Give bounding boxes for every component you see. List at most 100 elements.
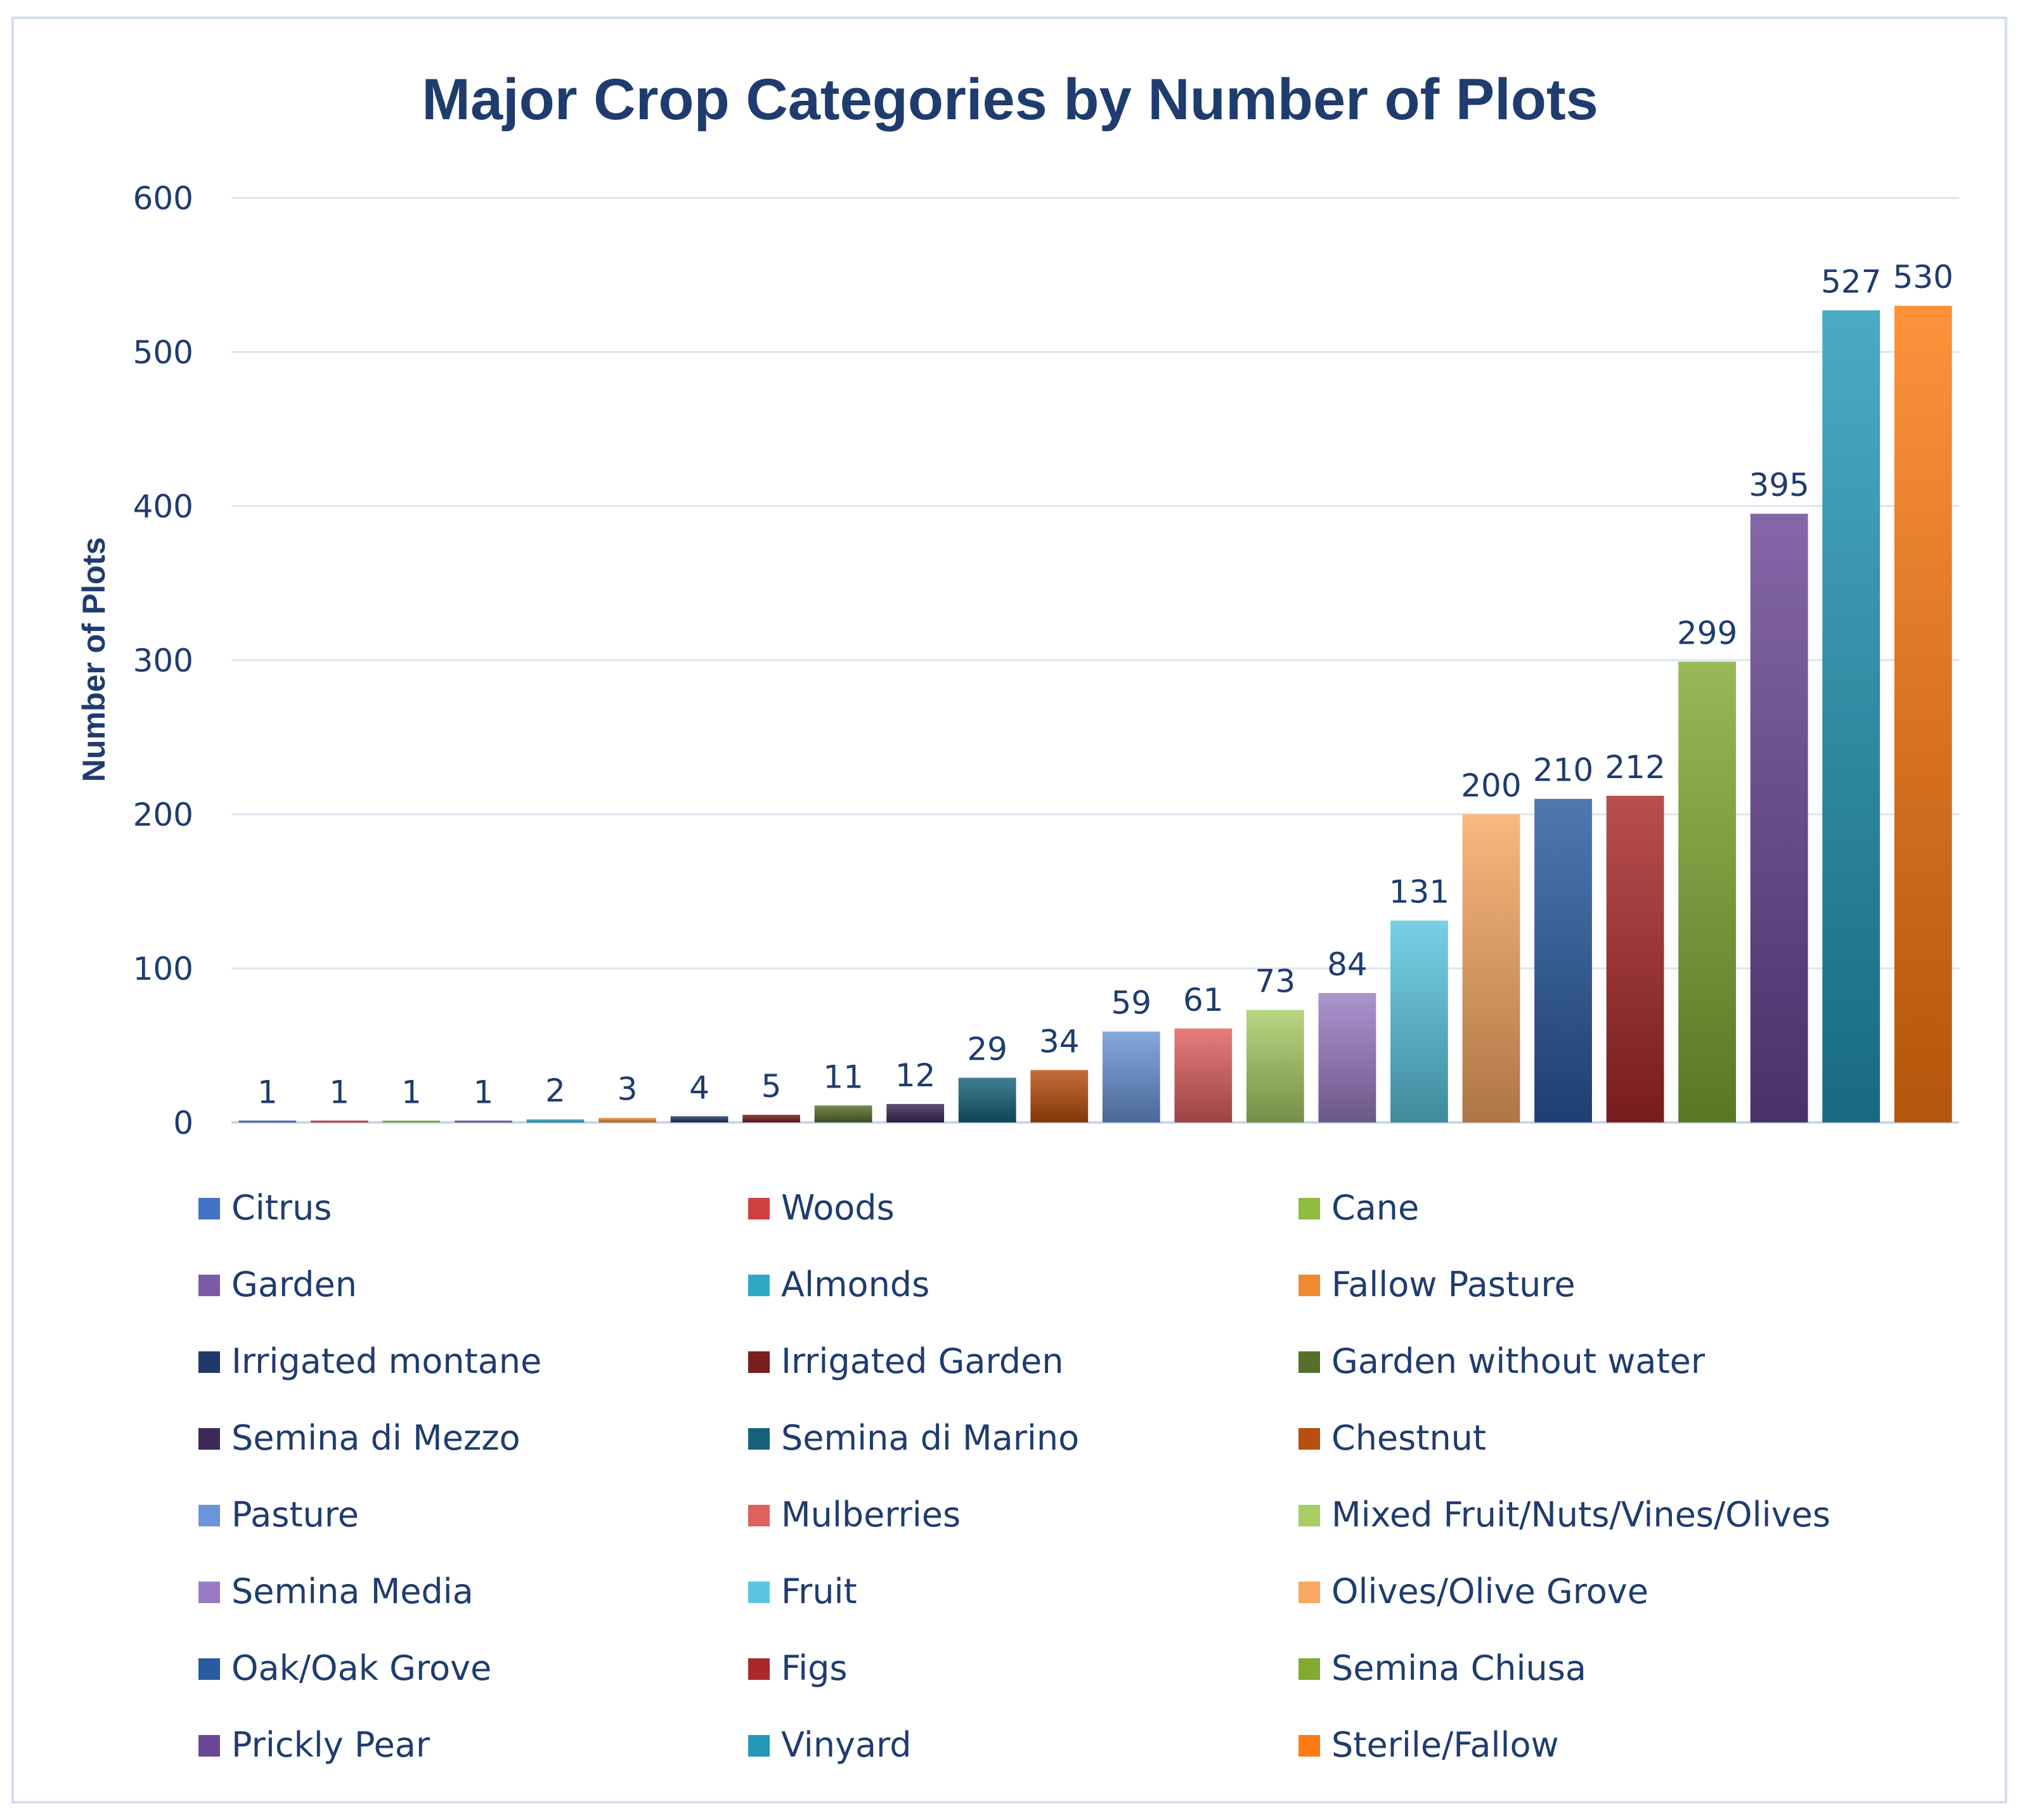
legend-swatch	[1298, 1351, 1320, 1373]
legend-swatch	[1298, 1582, 1320, 1603]
y-tick-label: 500	[133, 334, 193, 371]
legend-label: Vinyard	[781, 1725, 912, 1765]
y-tick-label: 600	[133, 180, 193, 217]
bar	[886, 1103, 945, 1122]
legend-label: Olives/Olive Grove	[1331, 1571, 1648, 1611]
legend-swatch	[198, 1582, 220, 1603]
data-label: 61	[1183, 982, 1224, 1018]
data-label: 2	[545, 1072, 566, 1109]
bar	[454, 1121, 512, 1122]
legend-label: Cane	[1331, 1188, 1419, 1228]
legend-swatch	[198, 1351, 220, 1373]
data-label: 299	[1677, 614, 1737, 651]
legend-swatch	[198, 1275, 220, 1296]
data-label: 3	[618, 1071, 638, 1108]
data-label: 12	[895, 1057, 936, 1094]
bar	[1246, 1010, 1304, 1122]
legend-label: Semina di Marino	[781, 1418, 1079, 1458]
legend-swatch	[198, 1198, 220, 1219]
data-label: 527	[1821, 263, 1881, 300]
legend-swatch	[1298, 1428, 1320, 1450]
legend-swatch	[748, 1351, 770, 1373]
y-tick-label: 200	[133, 796, 193, 833]
bar	[1822, 310, 1881, 1122]
data-label: 4	[689, 1069, 709, 1106]
legend-label: Chestnut	[1331, 1418, 1486, 1458]
y-tick-label: 100	[133, 951, 193, 987]
data-label: 212	[1605, 749, 1665, 786]
data-label: 84	[1327, 946, 1368, 983]
bar	[1462, 814, 1520, 1122]
bar	[958, 1077, 1016, 1122]
bar	[1318, 992, 1376, 1122]
legend-swatch	[1298, 1658, 1320, 1680]
gridlines	[231, 197, 1959, 1124]
bar	[526, 1119, 585, 1122]
legend-label: Prickly Pear	[231, 1725, 431, 1765]
data-label: 395	[1749, 467, 1809, 504]
legend: Citrus Woods Cane Garden Almonds Fallow Pastu…	[198, 1188, 1830, 1765]
bar	[814, 1105, 872, 1122]
legend-label: Irrigated montane	[231, 1341, 541, 1381]
data-label: 1	[401, 1074, 422, 1111]
bar	[1678, 661, 1737, 1122]
legend-label: Pasture	[231, 1495, 359, 1535]
legend-swatch	[748, 1198, 770, 1219]
legend-label: Fruit	[781, 1571, 857, 1611]
data-label: 210	[1533, 752, 1593, 789]
chart-frame	[11, 16, 2007, 1804]
bar	[1750, 514, 1808, 1122]
bar	[1174, 1028, 1233, 1122]
data-label: 1	[329, 1074, 349, 1111]
legend-swatch	[748, 1428, 770, 1450]
data-label: 73	[1255, 963, 1296, 1000]
bar	[599, 1117, 656, 1122]
bar	[1102, 1031, 1160, 1122]
legend-label: Figs	[781, 1648, 848, 1688]
legend-label: Semina Media	[231, 1571, 474, 1611]
data-label: 11	[823, 1058, 864, 1095]
legend-label: Garden without water	[1331, 1341, 1706, 1381]
legend-swatch	[198, 1735, 220, 1757]
legend-swatch	[198, 1428, 220, 1450]
data-label: 29	[967, 1031, 1007, 1068]
legend-swatch	[1298, 1735, 1320, 1757]
legend-swatch	[198, 1505, 220, 1526]
y-tick-label: 0	[173, 1105, 193, 1141]
legend-label: Mulberries	[781, 1495, 961, 1535]
legend-label: Irrigated Garden	[781, 1341, 1064, 1381]
bar	[1030, 1070, 1089, 1122]
legend-swatch	[1298, 1505, 1320, 1526]
bar	[1534, 798, 1592, 1122]
data-label: 530	[1893, 259, 1953, 296]
legend-label: Semina di Mezzo	[231, 1418, 521, 1458]
bar	[310, 1121, 368, 1122]
bar	[670, 1116, 728, 1122]
legend-label: Mixed Fruit/Nuts/Vines/Olives	[1331, 1495, 1830, 1535]
legend-label: Garden	[231, 1264, 357, 1304]
legend-swatch	[748, 1658, 770, 1680]
bar	[238, 1121, 297, 1122]
legend-label: Semina Chiusa	[1331, 1648, 1586, 1688]
legend-label: Almonds	[781, 1264, 929, 1304]
y-axis-ticks: 0 100 200 300 400 500 600	[133, 180, 193, 1141]
legend-swatch	[748, 1505, 770, 1526]
bar	[382, 1121, 441, 1122]
bar	[1390, 920, 1448, 1122]
legend-swatch	[1298, 1198, 1320, 1219]
legend-swatch	[1298, 1275, 1320, 1296]
bar	[742, 1114, 800, 1122]
legend-label: Fallow Pasture	[1331, 1264, 1576, 1304]
y-axis-label: Number of Plots	[76, 537, 112, 782]
legend-label: Sterile/Fallow	[1331, 1725, 1559, 1765]
legend-swatch	[748, 1735, 770, 1757]
bars	[238, 306, 1952, 1123]
data-label: 200	[1461, 767, 1521, 804]
legend-swatch	[748, 1582, 770, 1603]
data-label: 1	[257, 1074, 278, 1111]
bar	[1894, 306, 1952, 1123]
data-label: 131	[1389, 874, 1449, 911]
legend-swatch	[198, 1658, 220, 1680]
